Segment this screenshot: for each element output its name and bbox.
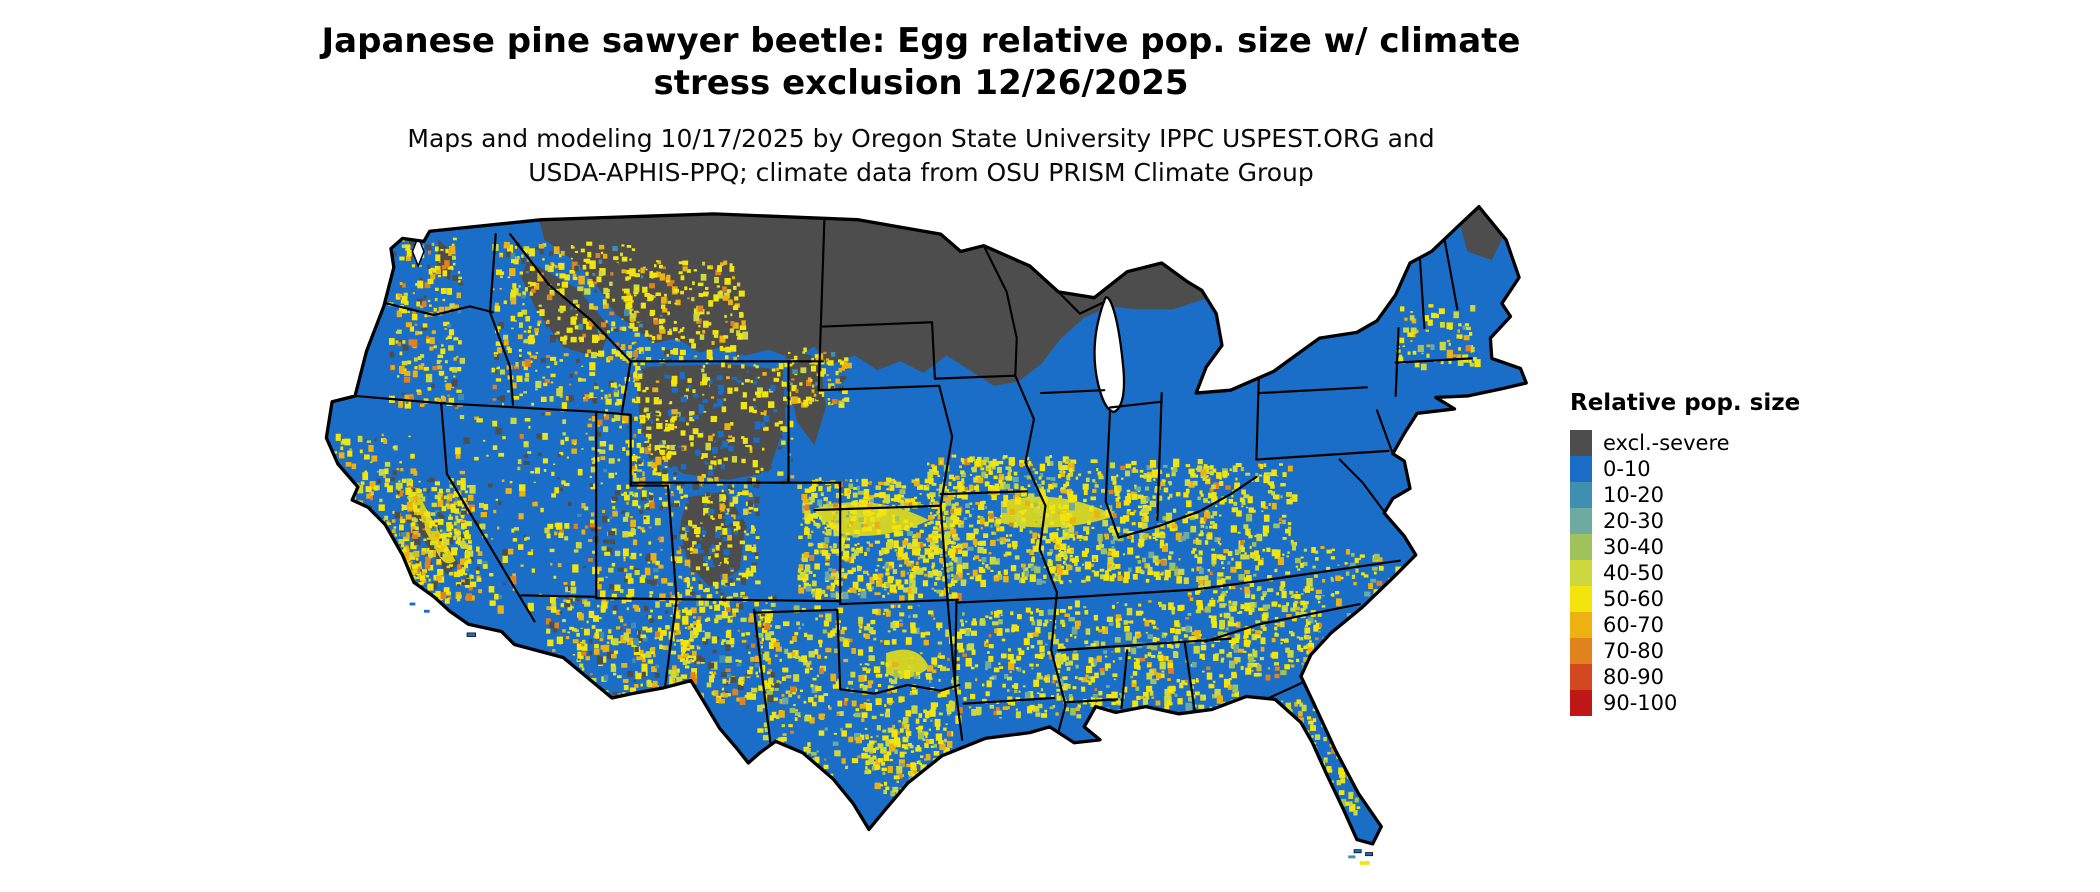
legend-label: 70-80 <box>1603 639 1665 663</box>
legend-item: 50-60 <box>1570 586 1800 612</box>
page-title-line1: Japanese pine sawyer beetle: Egg relativ… <box>321 21 1521 61</box>
page-subtitle-line1: Maps and modeling 10/17/2025 by Oregon S… <box>407 124 1435 153</box>
legend-label: 30-40 <box>1603 535 1665 559</box>
legend-item: 60-70 <box>1570 612 1800 638</box>
legend-swatch <box>1570 612 1592 638</box>
legend-label: 20-30 <box>1603 509 1665 533</box>
legend-item: 0-10 <box>1570 456 1800 482</box>
legend-swatch <box>1570 560 1592 586</box>
legend-label: 90-100 <box>1603 691 1678 715</box>
legend-label: 0-10 <box>1603 457 1651 481</box>
legend-item: 70-80 <box>1570 638 1800 664</box>
legend-swatch <box>1570 430 1592 456</box>
map-legend: Relative pop. size excl.-severe 0-10 10-20… <box>1570 390 1800 716</box>
legend-swatch <box>1570 586 1592 612</box>
legend-label: 40-50 <box>1603 561 1665 585</box>
legend-label: excl.-severe <box>1603 431 1730 455</box>
legend-label: 80-90 <box>1603 665 1665 689</box>
legend-item: 30-40 <box>1570 534 1800 560</box>
legend-swatch <box>1570 508 1592 534</box>
legend-item: 10-20 <box>1570 482 1800 508</box>
legend-label: 50-60 <box>1603 587 1665 611</box>
page-title-line2: stress exclusion 12/26/2025 <box>653 63 1189 103</box>
legend-item: 40-50 <box>1570 560 1800 586</box>
legend-swatch <box>1570 690 1592 716</box>
legend-item: excl.-severe <box>1570 430 1800 456</box>
legend-swatch <box>1570 534 1592 560</box>
legend-swatch <box>1570 664 1592 690</box>
legend-title: Relative pop. size <box>1570 390 1801 416</box>
legend-item: 20-30 <box>1570 508 1800 534</box>
map-header: Japanese pine sawyer beetle: Egg relativ… <box>171 20 1671 190</box>
page-subtitle-line2: USDA-APHIS-PPQ; climate data from OSU PR… <box>528 158 1314 187</box>
legend-items: excl.-severe 0-10 10-20 20-30 30-40 40-50 50-6… <box>1570 430 1800 716</box>
legend-swatch <box>1570 456 1592 482</box>
legend-swatch <box>1570 482 1592 508</box>
us-map <box>324 205 1528 865</box>
legend-item: 80-90 <box>1570 664 1800 690</box>
legend-label: 10-20 <box>1603 483 1665 507</box>
legend-item: 90-100 <box>1570 690 1800 716</box>
legend-label: 60-70 <box>1603 613 1665 637</box>
legend-swatch <box>1570 638 1592 664</box>
